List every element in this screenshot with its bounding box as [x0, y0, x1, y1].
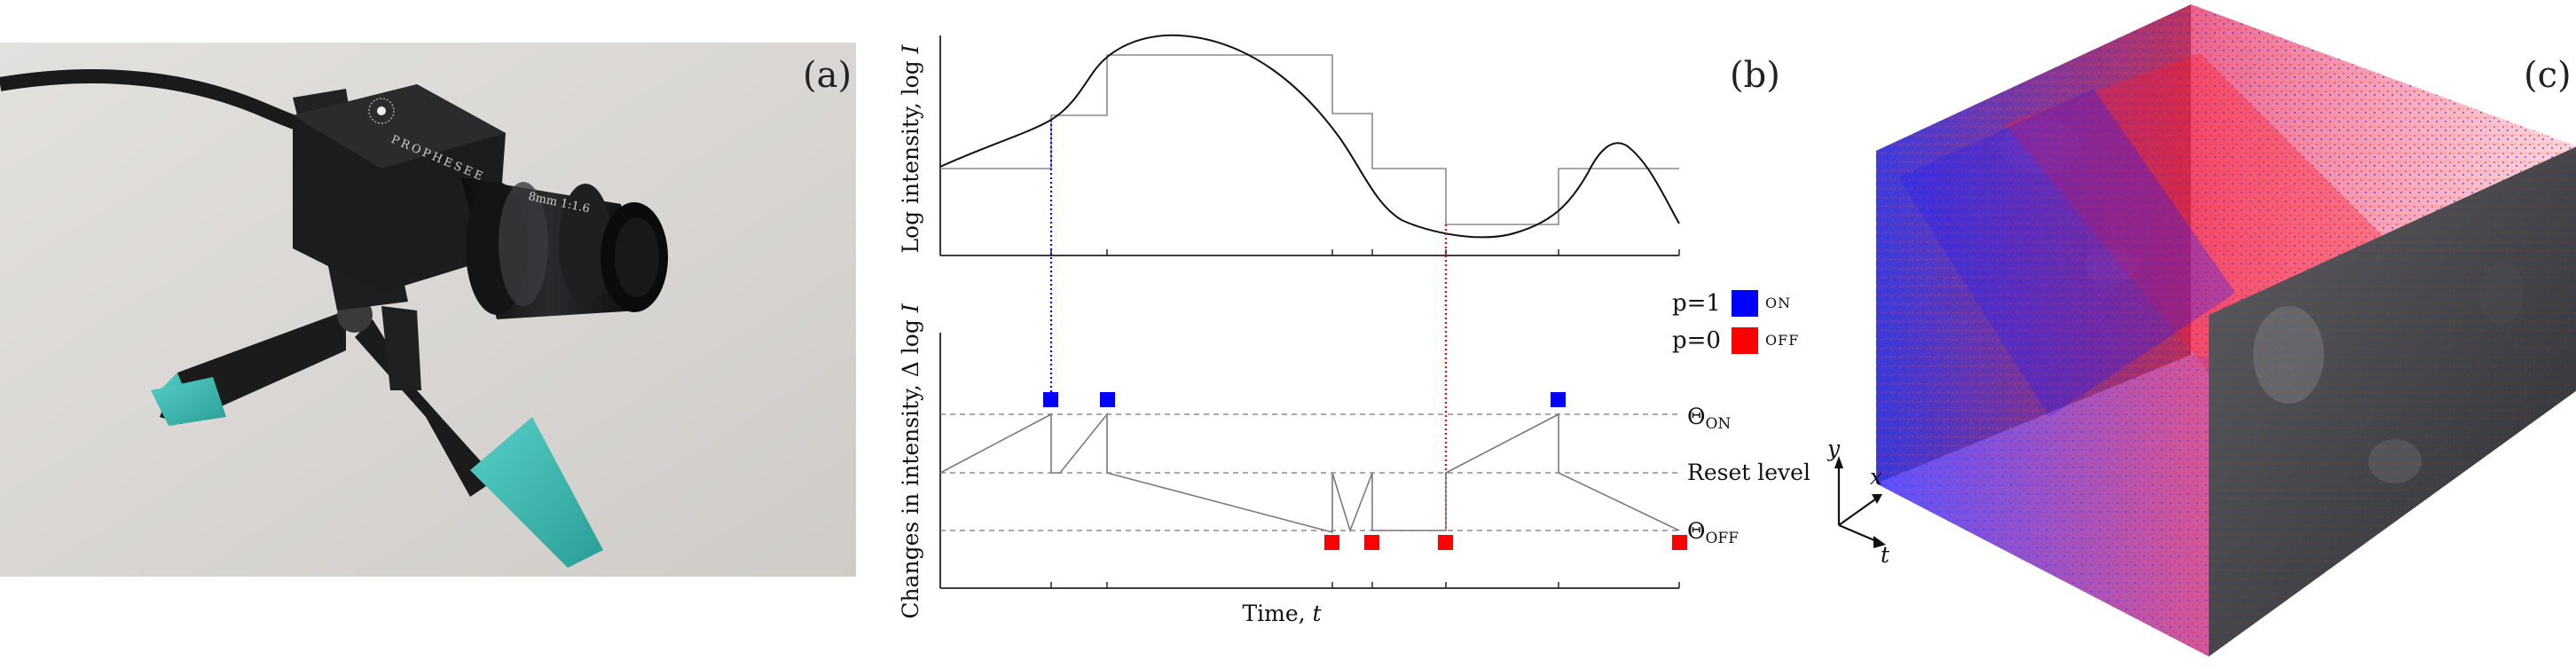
bottom-y-axis-label: Changes in intensity, Δ log I	[898, 303, 923, 618]
theta-off-label: ΘOFF	[1687, 518, 1739, 547]
legend-on-swatch	[1732, 290, 1758, 317]
event-generation-svg: Log intensity, log I Changes in intensit…	[898, 34, 1810, 626]
off-event-marker	[1324, 535, 1339, 550]
legend-on-tag: ON	[1765, 295, 1791, 311]
tripod-tip-left	[151, 377, 226, 426]
off-event-marker	[1672, 535, 1687, 550]
top-y-axis-label: Log intensity, log I	[898, 43, 923, 253]
panel-b-event-generation-diagram: Log intensity, log I Changes in intensit…	[878, 0, 1810, 664]
axes-triad: y x t	[1826, 436, 1890, 568]
reset-level-label: Reset level	[1687, 460, 1810, 485]
event-volume-svg: y x t	[1826, 4, 2576, 656]
off-event-marker	[1438, 535, 1453, 550]
t-axis-label: t	[1881, 542, 1890, 568]
legend-on-text: p=1	[1672, 290, 1721, 317]
legend-off-tag: OFF	[1765, 332, 1799, 349]
top-x-ticks	[1050, 249, 1680, 255]
x-axis-label: x	[1870, 464, 1882, 490]
y-axis-label: y	[1827, 436, 1841, 461]
x-axis-arrow	[1838, 496, 1880, 526]
off-event-marker	[1364, 535, 1379, 550]
camera-photo: PROPHESEE 8mm 1:1.6	[0, 43, 856, 577]
bottom-x-axis-label: Time, t	[1242, 601, 1322, 626]
on-event-streak	[1898, 89, 2235, 417]
polarity-legend: p=1 ON p=0 OFF	[1672, 290, 1799, 354]
on-event-marker	[1043, 392, 1058, 407]
log-intensity-curve	[939, 34, 1680, 239]
theta-on-label: ΘON	[1687, 404, 1731, 433]
on-event-marker	[1551, 392, 1566, 407]
reset-staircase-line	[940, 54, 1679, 225]
panel-c-label: (c)	[2524, 55, 2572, 96]
panel-a-camera-photo: PROPHESEE 8mm 1:1.6 (a)	[0, 0, 856, 664]
panel-c-event-volume: y x t (c)	[1826, 0, 2576, 664]
tripod-tip-right	[470, 417, 603, 568]
bottom-x-ticks	[1050, 582, 1680, 588]
panel-a-label: (a)	[803, 55, 852, 96]
change-sawtooth-line	[939, 412, 1680, 534]
panel-b-label: (b)	[1730, 55, 1780, 96]
tripod-center	[381, 306, 421, 390]
propheesee-logo	[368, 98, 395, 124]
legend-off-text: p=0	[1672, 327, 1721, 354]
legend-off-swatch	[1732, 327, 1758, 354]
on-event-marker	[1100, 392, 1115, 407]
